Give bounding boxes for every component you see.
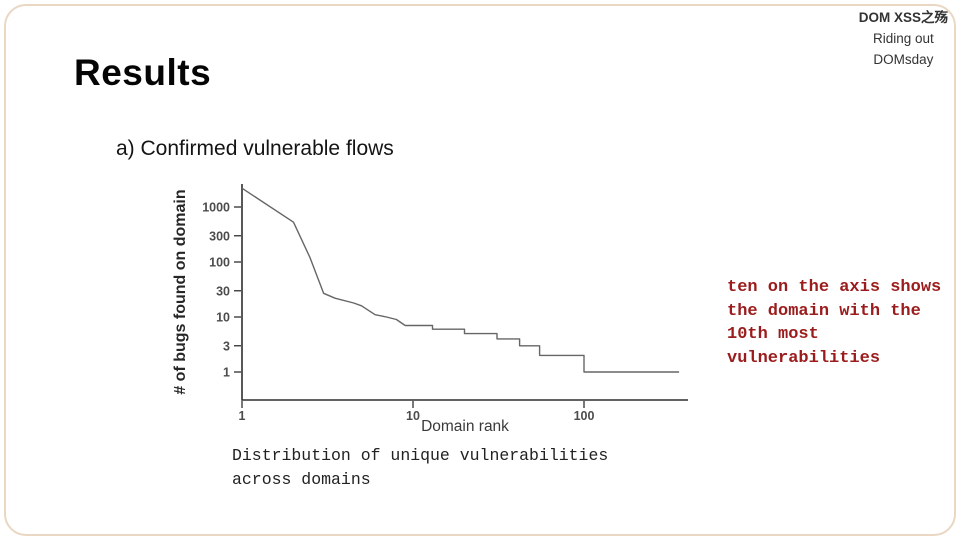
y-tick-label: 10 [216,311,230,325]
chart-svg: 1000 300 100 30 10 3 1 1 10 100 Domain rank # of bu… [172,184,688,435]
deck-title: DOM XSS之殇 Riding out DOMsday [859,7,948,70]
x-tick-label: 10 [406,409,420,423]
chart-axes [241,184,688,401]
slide-subtitle: a) Confirmed vulnerable flows [116,137,394,160]
y-tick-label: 3 [223,339,230,353]
y-axis-label: # of bugs found on domain [172,189,189,394]
y-tick-label: 30 [216,284,230,298]
x-axis-label: Domain rank [421,418,509,435]
x-tick-label: 1 [239,409,246,423]
y-tick-label: 1000 [202,201,230,215]
y-tick-label: 100 [209,256,230,270]
chart-caption: Distribution of unique vulnerabilities a… [232,446,609,489]
y-tick-label: 300 [209,229,230,243]
deck-title-line-3: DOMsday [873,52,934,67]
deck-title-line-2: Riding out [872,31,934,46]
x-tick-label: 100 [574,409,595,423]
y-tick-label: 1 [223,366,230,380]
annotation-text: ten on the axis shows the domain with th… [727,278,942,368]
deck-title-line-1: DOM XSS之殇 [858,10,948,25]
data-line [241,187,680,373]
bugs-per-domain-chart: 1000 300 100 30 10 3 1 1 10 100 Domain rank # of bu… [168,176,692,438]
page-title: Results [74,52,212,93]
